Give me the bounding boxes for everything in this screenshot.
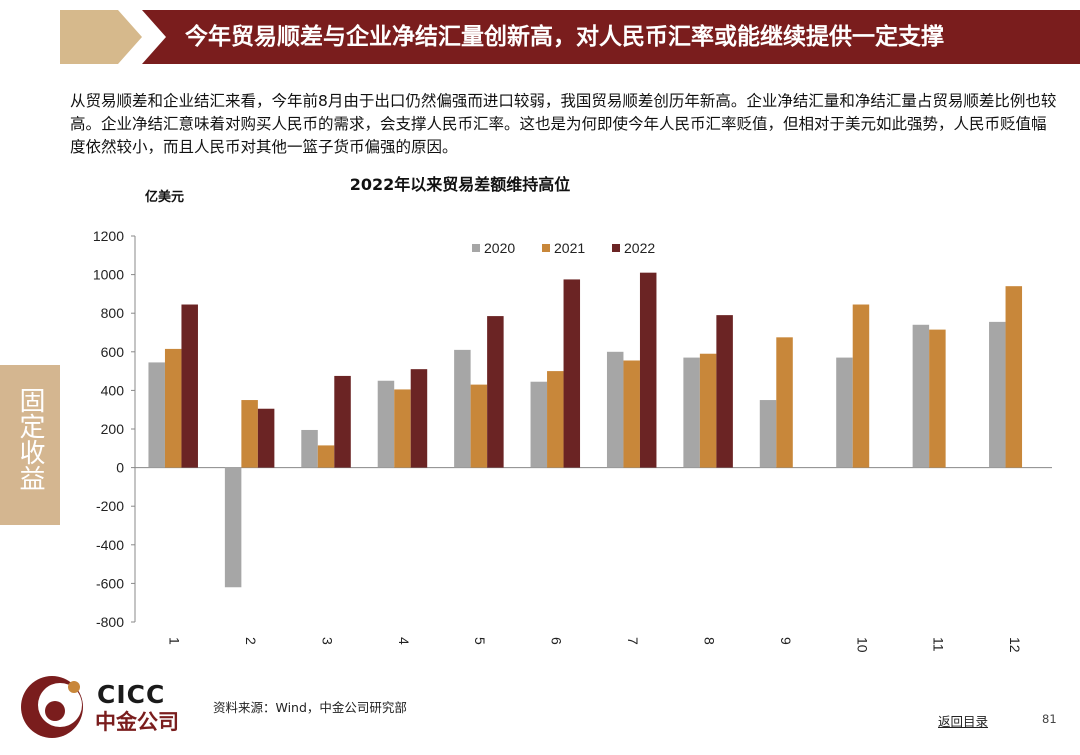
y-tick-label: 600 (101, 344, 125, 360)
y-tick-label: -200 (96, 498, 124, 514)
bar-2021-7 (623, 360, 640, 468)
x-tick-label: 9 (778, 637, 794, 645)
page-number: 81 (1042, 712, 1057, 726)
bar-2020-10 (836, 357, 853, 468)
y-tick-label: 400 (101, 382, 125, 398)
bar-2022-6 (563, 279, 581, 468)
y-tick-label: 1200 (93, 228, 124, 244)
x-tick-label: 12 (1007, 637, 1023, 653)
side-tab-label: 固定收益 (15, 387, 45, 491)
intro-paragraph: 从贸易顺差和企业结汇来看，今年前8月由于出口仍然偏强而进口较弱，我国贸易顺差创历… (70, 92, 1057, 156)
bar-2022-4 (410, 369, 428, 468)
x-tick-label: 3 (319, 637, 335, 645)
banner-chevron (118, 10, 166, 64)
bar-2021-10 (852, 304, 870, 468)
bar-2020-5 (454, 349, 471, 468)
bar-2022-7 (639, 272, 657, 468)
x-tick-label: 2 (243, 637, 259, 645)
source-note: 资料来源：Wind，中金公司研究部 (213, 700, 407, 715)
bar-2020-1 (148, 362, 165, 468)
bar-2020-3 (301, 429, 318, 468)
x-tick-label: 7 (625, 637, 641, 645)
page-title: 今年贸易顺差与企业净结汇量创新高，对人民币汇率或能继续提供一定支撑 (185, 24, 944, 50)
bar-2022-5 (487, 316, 504, 468)
bar-2020-4 (377, 380, 395, 468)
side-tab[interactable]: 固定收益 (0, 365, 60, 525)
bar-2022-2 (257, 408, 275, 468)
back-to-contents-link[interactable]: 返回目录 (938, 714, 989, 729)
bar-2022-1 (181, 304, 198, 468)
y-tick-label: 1000 (93, 267, 124, 283)
bar-2020-12 (989, 321, 1006, 468)
bar-2021-12 (1005, 286, 1023, 468)
x-tick-label: 10 (854, 637, 870, 653)
chart-title: 2022年以来贸易差额维持高位 (350, 175, 571, 194)
bar-2020-11 (912, 324, 930, 468)
bar-2021-1 (164, 348, 182, 468)
x-tick-label: 5 (472, 637, 488, 645)
bar-2020-9 (759, 400, 777, 468)
bar-2020-2 (224, 467, 242, 588)
x-tick-label: 8 (701, 637, 717, 645)
bar-2022-8 (716, 315, 733, 468)
bar-2022-3 (334, 375, 351, 468)
bar-2021-6 (547, 371, 564, 468)
bar-2021-2 (241, 400, 258, 468)
legend-label-2021: 2021 (554, 240, 585, 256)
x-tick-label: 6 (549, 637, 565, 645)
y-tick-label: 200 (101, 421, 125, 437)
logo-text-cn: 中金公司 (95, 710, 179, 734)
legend-label-2020: 2020 (484, 240, 515, 256)
y-tick-label: 800 (101, 305, 125, 321)
bar-2020-7 (606, 351, 624, 468)
y-tick-label: -800 (96, 614, 124, 630)
y-tick-label: -600 (96, 575, 124, 591)
y-tick-label: 0 (116, 460, 124, 476)
y-axis-unit-label: 亿美元 (145, 189, 184, 205)
bar-2021-11 (929, 329, 946, 468)
bar-2020-8 (683, 357, 700, 468)
banner (142, 10, 1080, 64)
x-tick-label: 11 (931, 637, 947, 652)
legend-swatch-2021 (542, 244, 550, 252)
legend-label-2022: 2022 (624, 240, 655, 256)
x-tick-label: 4 (396, 637, 412, 645)
x-tick-label: 1 (167, 637, 183, 645)
cicc-logo-icon (21, 676, 83, 738)
legend-swatch-2020 (472, 244, 480, 252)
y-tick-label: -400 (96, 537, 124, 553)
legend-swatch-2022 (612, 244, 620, 252)
bar-2021-3 (317, 445, 335, 468)
bar-2021-8 (699, 353, 717, 468)
bar-2021-4 (394, 389, 411, 468)
bar-2020-6 (530, 381, 548, 468)
bar-2021-9 (776, 337, 793, 468)
logo-text-en: CICC (97, 680, 166, 709)
bar-2021-5 (470, 384, 488, 468)
